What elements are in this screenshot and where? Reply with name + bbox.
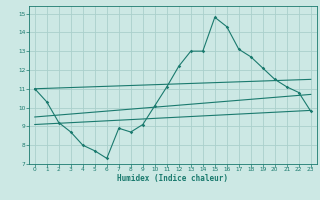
X-axis label: Humidex (Indice chaleur): Humidex (Indice chaleur) bbox=[117, 174, 228, 183]
